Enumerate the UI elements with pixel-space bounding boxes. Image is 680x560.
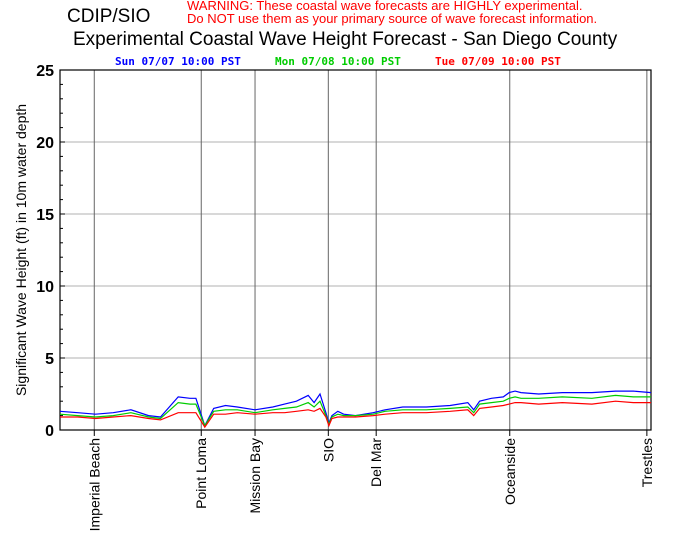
location-label-5: Oceanside [502, 438, 518, 505]
warning-line-1: WARNING: These coastal wave forecasts ar… [187, 0, 583, 13]
y-tick-label: 20 [36, 135, 54, 152]
warning-line-2: Do NOT use them as your primary source o… [187, 11, 598, 26]
location-label-4: Del Mar [368, 438, 384, 487]
y-axis-label: Significant Wave Height (ft) in 10m wate… [13, 104, 29, 396]
y-tick-label: 15 [36, 207, 54, 224]
series-line-2 [60, 400, 651, 429]
org-label: CDIP/SIO [67, 6, 151, 27]
chart-title: Experimental Coastal Wave Height Forecas… [73, 29, 618, 50]
y-tick-label: 5 [45, 351, 54, 368]
location-label-6: Trestles [639, 438, 655, 487]
legend-sun: Sun 07/07 10:00 PST [115, 55, 241, 68]
location-label-1: Point Loma [193, 438, 209, 509]
location-label-0: Imperial Beach [86, 438, 102, 531]
legend-tue: Tue 07/09 10:00 PST [435, 55, 561, 68]
location-label-3: SIO [320, 438, 336, 462]
y-tick-label: 25 [36, 63, 54, 80]
y-tick-label: 10 [36, 279, 54, 296]
series-line-1 [59, 394, 651, 428]
legend-mon: Mon 07/08 10:00 PST [275, 55, 401, 68]
location-label-2: Mission Bay [247, 438, 263, 513]
plot-frame [59, 69, 652, 431]
series-line-0 [59, 390, 652, 428]
y-tick-label: 0 [45, 423, 54, 440]
